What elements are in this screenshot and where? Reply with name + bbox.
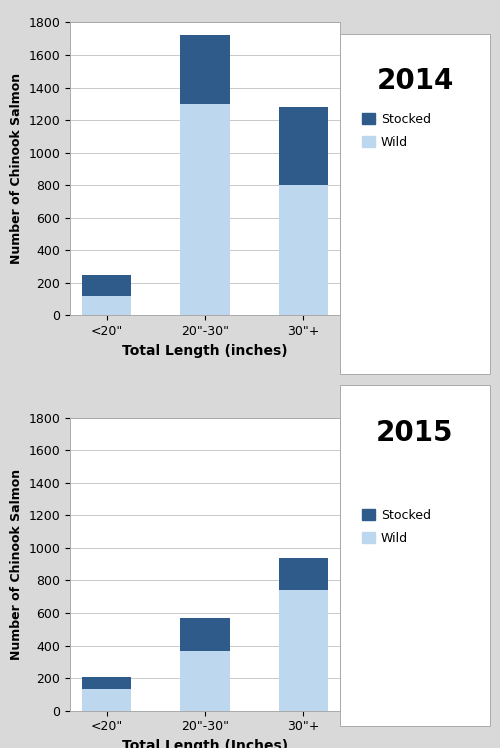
Text: 2014: 2014 (376, 67, 454, 95)
Bar (278, 559, 328, 590)
X-axis label: Total Length (Inches): Total Length (Inches) (122, 739, 288, 748)
Y-axis label: Number of Chinook Salmon: Number of Chinook Salmon (10, 468, 23, 660)
Y-axis label: Number of Chinook Salmon: Number of Chinook Salmon (10, 73, 23, 265)
Bar (82, 690, 132, 711)
X-axis label: Total Length (inches): Total Length (inches) (122, 343, 288, 358)
Bar (180, 35, 230, 104)
Bar (82, 295, 132, 315)
Bar (180, 104, 230, 315)
Bar (82, 275, 132, 295)
Text: 2015: 2015 (376, 419, 454, 447)
Bar (180, 652, 230, 711)
Legend: Stocked, Wild: Stocked, Wild (360, 506, 434, 547)
Bar (278, 590, 328, 711)
Legend: Stocked, Wild: Stocked, Wild (360, 111, 434, 152)
Bar (82, 677, 132, 690)
Bar (180, 618, 230, 652)
Bar (278, 185, 328, 315)
Bar (278, 107, 328, 185)
